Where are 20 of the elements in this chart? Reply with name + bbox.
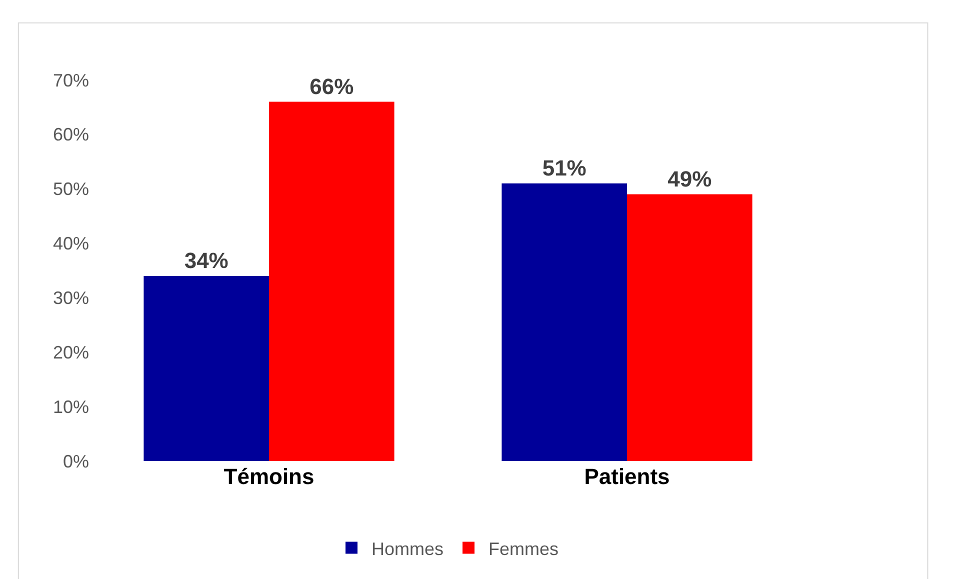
y-tick-label: 60% xyxy=(52,124,89,145)
x-tick-label: Patients xyxy=(584,464,670,489)
y-tick-label: 30% xyxy=(52,288,89,308)
data-label: 51% xyxy=(542,155,586,180)
data-label: 34% xyxy=(184,248,228,273)
y-tick-label: 20% xyxy=(52,342,89,362)
bar xyxy=(269,102,394,461)
data-label: 49% xyxy=(668,166,712,192)
y-tick-label: 10% xyxy=(52,396,89,417)
x-tick-label: Témoins xyxy=(224,464,314,489)
bar xyxy=(627,194,752,461)
bar xyxy=(144,276,269,461)
legend-label: Hommes xyxy=(372,538,444,559)
data-label: 66% xyxy=(310,74,354,99)
y-tick-label: 40% xyxy=(52,234,89,254)
y-tick-label: 50% xyxy=(52,179,89,200)
legend-label: Femmes xyxy=(488,538,559,559)
y-tick-label: 0% xyxy=(62,451,89,472)
y-tick-label: 70% xyxy=(52,70,89,90)
bar xyxy=(502,183,627,461)
